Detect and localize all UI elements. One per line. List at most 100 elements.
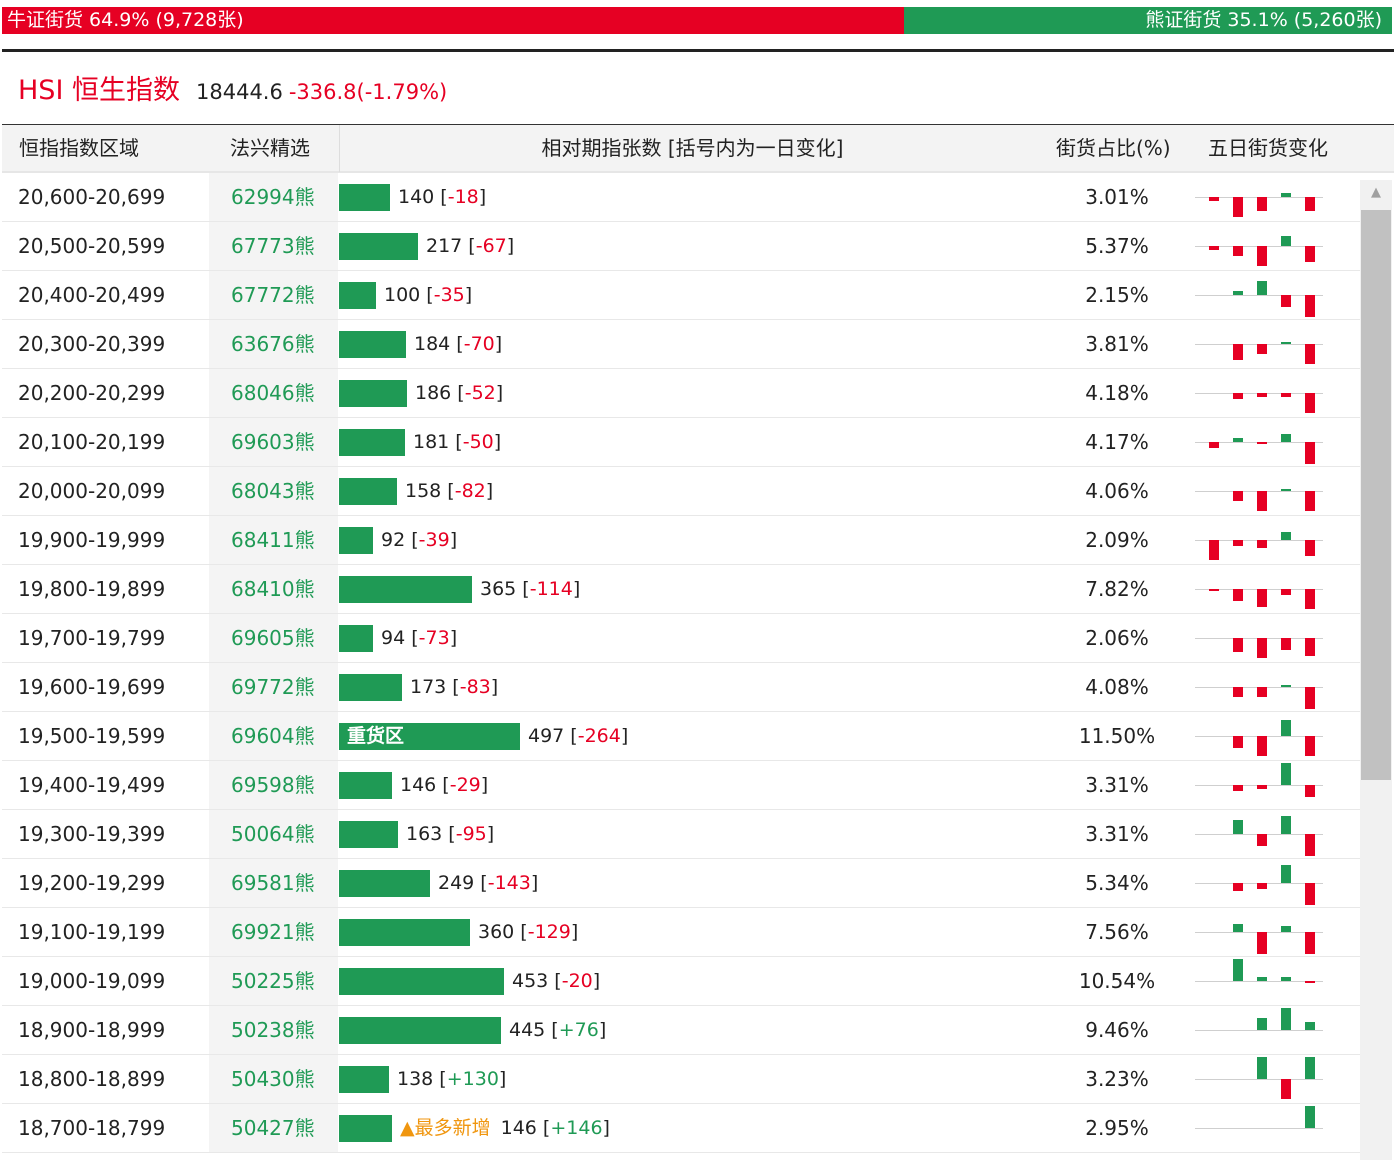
sparkline-bar bbox=[1233, 883, 1243, 891]
count-value: 140 bbox=[398, 186, 435, 208]
scroll-thumb[interactable] bbox=[1361, 210, 1391, 780]
table-row: 20,600-20,699 62994熊 140 [-18] 3.01% bbox=[2, 173, 1360, 222]
sparkline-bar bbox=[1233, 687, 1243, 697]
range-cell: 19,200-19,299 bbox=[18, 871, 166, 895]
pick-code-link[interactable]: 69598熊 bbox=[209, 761, 338, 809]
count-value: 163 bbox=[406, 823, 443, 845]
sparkline-bar bbox=[1233, 924, 1243, 932]
five-day-sparkline bbox=[1195, 222, 1325, 270]
sparkline-bar bbox=[1281, 638, 1291, 650]
count-bar bbox=[339, 429, 405, 456]
sparkline-bar bbox=[1281, 434, 1291, 442]
pick-code-link[interactable]: 68046熊 bbox=[209, 369, 338, 417]
count-value: 158 bbox=[405, 480, 442, 502]
table-row: 19,800-19,899 68410熊 365 [-114] 7.82% bbox=[2, 565, 1360, 614]
five-day-sparkline bbox=[1195, 565, 1325, 613]
count-cell: 158 [-82] bbox=[339, 467, 1039, 515]
pick-code-link[interactable]: 68410熊 bbox=[209, 565, 338, 613]
sparkline-bar bbox=[1257, 540, 1267, 548]
count-value: 249 bbox=[438, 872, 475, 894]
count-text: 184 [-70] bbox=[414, 333, 503, 355]
sparkline-bar bbox=[1233, 291, 1243, 295]
table-row: 18,900-18,999 50238熊 445 [+76] 9.46% bbox=[2, 1006, 1360, 1055]
count-value: 445 bbox=[509, 1019, 546, 1041]
count-text: 100 [-35] bbox=[384, 284, 473, 306]
bull-share-label: 牛证街货 64.9% (9,728张) bbox=[7, 9, 244, 31]
pick-code-link[interactable]: 68411熊 bbox=[209, 516, 338, 564]
five-day-sparkline bbox=[1195, 516, 1325, 564]
sparkline-bar bbox=[1305, 981, 1315, 983]
sparkline-bar bbox=[1257, 785, 1267, 789]
pick-code-link[interactable]: 63676熊 bbox=[209, 320, 338, 368]
ratio-cell: 4.17% bbox=[1085, 430, 1149, 454]
pick-code-link[interactable]: 50225熊 bbox=[209, 957, 338, 1005]
bear-share-label: 熊证街货 35.1% (5,260张) bbox=[1145, 9, 1382, 31]
count-bar: 重货区 bbox=[339, 723, 520, 750]
pick-code-link[interactable]: 69581熊 bbox=[209, 859, 338, 907]
range-cell: 19,400-19,499 bbox=[18, 773, 166, 797]
count-bar bbox=[339, 576, 472, 603]
daily-change-value: +76 bbox=[558, 1019, 599, 1041]
pick-code-link[interactable]: 67772熊 bbox=[209, 271, 338, 319]
range-cell: 20,500-20,599 bbox=[18, 234, 166, 258]
index-name[interactable]: HSI 恒生指数 bbox=[18, 75, 180, 106]
ratio-cell: 4.06% bbox=[1085, 479, 1149, 503]
five-day-sparkline bbox=[1195, 1006, 1325, 1054]
count-bar bbox=[339, 478, 397, 505]
index-price: 18444.6 bbox=[196, 80, 283, 104]
table-row: 20,200-20,299 68046熊 186 [-52] 4.18% bbox=[2, 369, 1360, 418]
pick-code-link[interactable]: 62994熊 bbox=[209, 173, 338, 221]
table-row: 18,700-18,799 50427熊 ▲最多新增 146 [+146] 2.95% bbox=[2, 1104, 1360, 1153]
five-day-sparkline bbox=[1195, 320, 1325, 368]
ratio-cell: 7.56% bbox=[1085, 920, 1149, 944]
count-bar bbox=[339, 1066, 389, 1093]
count-cell: 249 [-143] bbox=[339, 859, 1039, 907]
count-text: 146 [-29] bbox=[400, 774, 489, 796]
daily-change-value: +146 bbox=[550, 1117, 603, 1139]
five-day-sparkline bbox=[1195, 614, 1325, 662]
daily-change-value: -95 bbox=[455, 823, 487, 845]
table-row: 20,100-20,199 69603熊 181 [-50] 4.17% bbox=[2, 418, 1360, 467]
pick-code-link[interactable]: 67773熊 bbox=[209, 222, 338, 270]
bull-share-segment: 牛证街货 64.9% (9,728张) bbox=[2, 7, 905, 34]
pick-code-link[interactable]: 50238熊 bbox=[209, 1006, 338, 1054]
table-row: 19,700-19,799 69605熊 94 [-73] 2.06% bbox=[2, 614, 1360, 663]
five-day-sparkline bbox=[1195, 663, 1325, 711]
count-cell: 365 [-114] bbox=[339, 565, 1039, 613]
header-divider bbox=[2, 49, 1394, 52]
daily-change-value: -29 bbox=[449, 774, 481, 796]
pick-code-link[interactable]: 50064熊 bbox=[209, 810, 338, 858]
pick-code-link[interactable]: 68043熊 bbox=[209, 467, 338, 515]
sparkline-bar bbox=[1305, 540, 1315, 556]
sparkline-bar bbox=[1281, 295, 1291, 307]
pick-code-link[interactable]: 50430熊 bbox=[209, 1055, 338, 1103]
header-range: 恒指指数区域 bbox=[19, 136, 139, 160]
sparkline-bar bbox=[1305, 736, 1315, 756]
ratio-cell: 2.09% bbox=[1085, 528, 1149, 552]
count-value: 146 bbox=[500, 1117, 537, 1139]
index-change: -336.8(-1.79%) bbox=[288, 80, 448, 104]
ratio-cell: 9.46% bbox=[1085, 1018, 1149, 1042]
pick-code-link[interactable]: 69921熊 bbox=[209, 908, 338, 956]
range-cell: 19,300-19,399 bbox=[18, 822, 166, 846]
sparkline-bar bbox=[1233, 438, 1243, 442]
pick-code-link[interactable]: 50427熊 bbox=[209, 1104, 338, 1152]
sparkline-bar bbox=[1281, 926, 1291, 932]
scroll-up-arrow-icon[interactable]: ▲ bbox=[1371, 185, 1381, 200]
sparkline-bar bbox=[1257, 883, 1267, 889]
count-value: 94 bbox=[381, 627, 406, 649]
count-bar bbox=[339, 821, 398, 848]
pick-code-link[interactable]: 69772熊 bbox=[209, 663, 338, 711]
sparkline-bar bbox=[1305, 1057, 1315, 1079]
vertical-scrollbar[interactable]: ▲ bbox=[1360, 180, 1392, 1160]
table-row: 19,000-19,099 50225熊 453 [-20] 10.54% bbox=[2, 957, 1360, 1006]
count-text: 158 [-82] bbox=[405, 480, 494, 502]
pick-code-link[interactable]: 69603熊 bbox=[209, 418, 338, 466]
pick-code-link[interactable]: 69605熊 bbox=[209, 614, 338, 662]
count-value: 217 bbox=[426, 235, 463, 257]
pick-code-link[interactable]: 69604熊 bbox=[209, 712, 338, 760]
count-text: 163 [-95] bbox=[406, 823, 495, 845]
sparkline-bar bbox=[1305, 393, 1315, 413]
count-text: 140 [-18] bbox=[398, 186, 487, 208]
count-cell: 184 [-70] bbox=[339, 320, 1039, 368]
